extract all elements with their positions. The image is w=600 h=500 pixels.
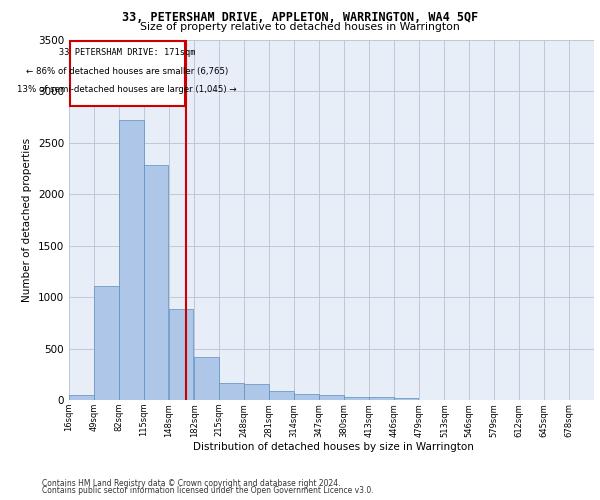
Text: 33 PETERSHAM DRIVE: 171sqm: 33 PETERSHAM DRIVE: 171sqm [59, 48, 196, 58]
Text: 13% of semi-detached houses are larger (1,045) →: 13% of semi-detached houses are larger (… [17, 86, 237, 94]
Bar [244, 384, 269, 400]
Bar [319, 395, 344, 400]
Bar [344, 397, 368, 400]
Bar [169, 310, 193, 400]
FancyBboxPatch shape [70, 41, 185, 106]
Text: Contains public sector information licensed under the Open Government Licence v3: Contains public sector information licen… [42, 486, 374, 495]
Bar [144, 166, 169, 400]
Text: Contains HM Land Registry data © Crown copyright and database right 2024.: Contains HM Land Registry data © Crown c… [42, 478, 341, 488]
Bar [294, 394, 319, 400]
Bar [194, 357, 219, 400]
Bar [119, 120, 143, 400]
Text: ← 86% of detached houses are smaller (6,765): ← 86% of detached houses are smaller (6,… [26, 67, 228, 76]
Bar [369, 398, 394, 400]
Bar [69, 395, 94, 400]
Bar [220, 382, 244, 400]
Bar [269, 390, 294, 400]
Bar [394, 398, 418, 400]
Text: Size of property relative to detached houses in Warrington: Size of property relative to detached ho… [140, 22, 460, 32]
Bar [94, 286, 119, 400]
Y-axis label: Number of detached properties: Number of detached properties [22, 138, 32, 302]
Text: 33, PETERSHAM DRIVE, APPLETON, WARRINGTON, WA4 5QF: 33, PETERSHAM DRIVE, APPLETON, WARRINGTO… [122, 11, 478, 24]
Text: Distribution of detached houses by size in Warrington: Distribution of detached houses by size … [193, 442, 473, 452]
